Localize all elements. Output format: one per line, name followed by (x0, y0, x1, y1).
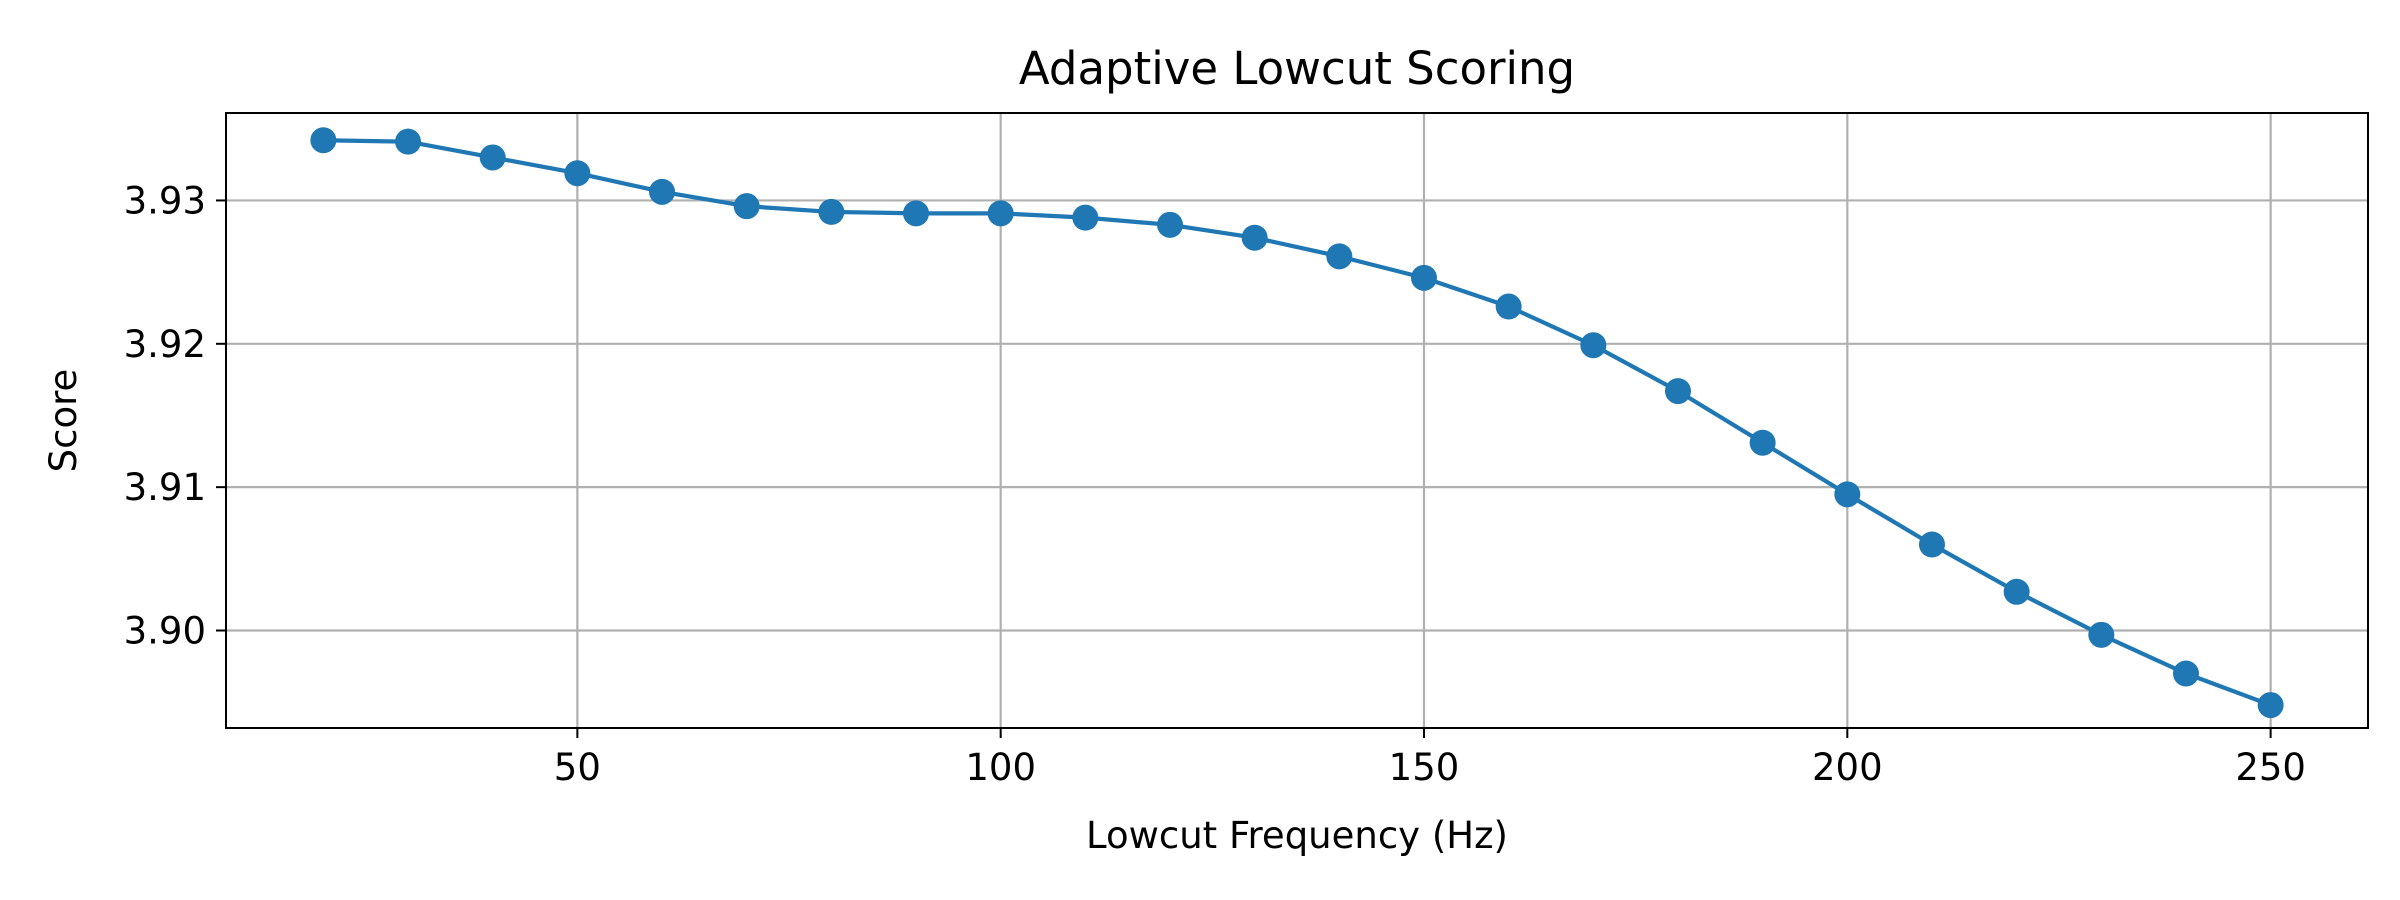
x-tick-label: 200 (1812, 746, 1883, 789)
plot-frame (225, 112, 2369, 729)
data-point (1580, 332, 1607, 359)
data-point (564, 160, 591, 187)
y-tick-label: 3.93 (124, 179, 206, 222)
x-axis-label: Lowcut Frequency (Hz) (1086, 814, 1508, 857)
data-point (1495, 293, 1522, 320)
series-line (323, 138, 2272, 708)
data-point (1749, 429, 1776, 456)
data-point (903, 200, 930, 227)
data-point (1410, 264, 1437, 291)
ticks: 50 100 150 200 250 3.90 3.91 3.92 3.93 (124, 179, 2306, 789)
y-tick-label: 3.90 (124, 610, 206, 653)
data-point (2172, 660, 2199, 687)
data-point (479, 144, 506, 171)
x-tick-label: 250 (2235, 746, 2306, 789)
data-point (733, 193, 760, 220)
x-tick-label: 150 (1389, 746, 1460, 789)
data-point (818, 198, 845, 225)
x-tick-label: 50 (554, 746, 601, 789)
data-point (2003, 578, 2030, 605)
data-point (1918, 531, 1945, 558)
data-point (1241, 224, 1268, 251)
grid-lines (226, 113, 2368, 728)
data-point (1157, 211, 1184, 238)
chart-title: Adaptive Lowcut Scoring (1019, 42, 1575, 95)
data-point (2088, 621, 2115, 648)
data-point (1664, 378, 1691, 405)
data-point (395, 128, 422, 155)
data-point (1072, 204, 1099, 231)
y-axis-label: Score (42, 369, 85, 473)
y-tick-label: 3.92 (124, 323, 206, 366)
x-tick-label: 100 (965, 746, 1036, 789)
data-point (1326, 243, 1353, 270)
y-tick-label: 3.91 (124, 466, 206, 509)
data-point (987, 200, 1014, 227)
series-layer (310, 127, 2284, 719)
data-point (2257, 692, 2284, 719)
data-point (1834, 481, 1861, 508)
data-point (310, 127, 337, 154)
data-point (649, 178, 676, 205)
